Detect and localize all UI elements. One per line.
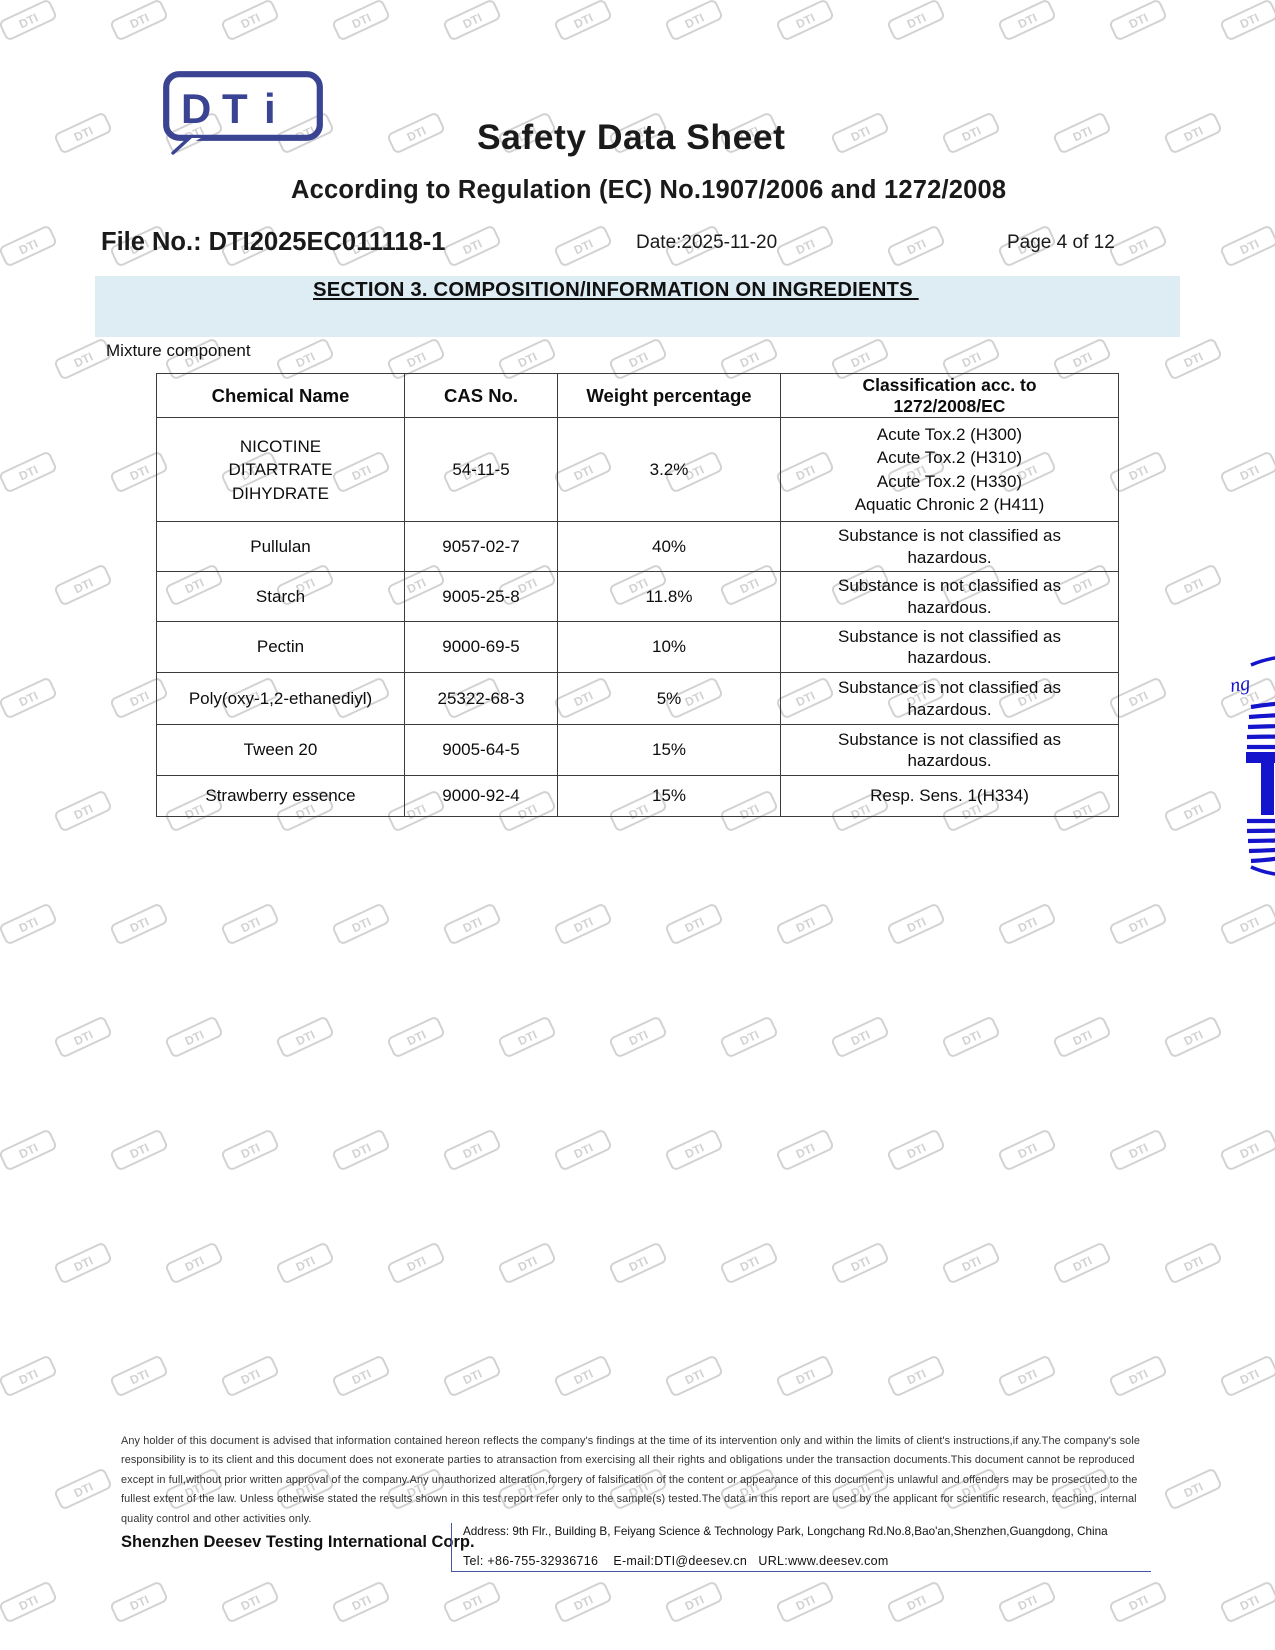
svg-text:ng: ng	[1229, 672, 1252, 697]
svg-text:i: i	[264, 85, 276, 132]
svg-text:D: D	[181, 85, 211, 132]
svg-text:T: T	[222, 85, 248, 132]
